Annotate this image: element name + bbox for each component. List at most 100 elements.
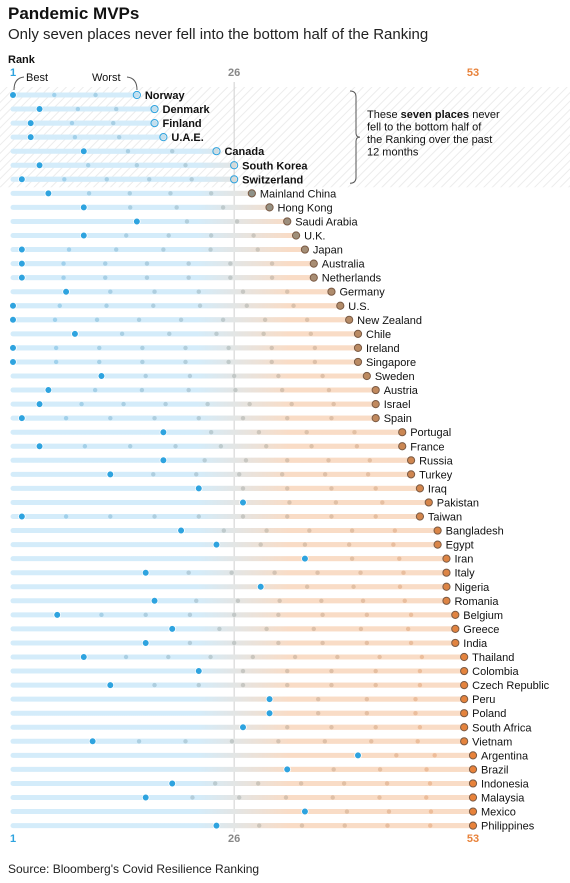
history-marker xyxy=(377,654,382,660)
history-marker xyxy=(283,795,289,800)
history-marker xyxy=(228,261,233,266)
country-row: Romania xyxy=(10,596,499,608)
best-rank-marker xyxy=(194,484,203,493)
history-marker xyxy=(125,149,131,154)
history-marker xyxy=(163,401,168,407)
history-marker xyxy=(394,753,399,758)
history-marker xyxy=(364,640,370,646)
history-marker xyxy=(397,556,402,561)
current-rank-marker xyxy=(132,90,141,100)
history-marker xyxy=(104,303,109,308)
country-row: Sweden xyxy=(10,371,415,383)
history-marker xyxy=(196,415,201,421)
history-marker xyxy=(304,317,310,322)
history-marker xyxy=(304,430,309,435)
best-rank-marker xyxy=(9,358,17,366)
history-marker xyxy=(329,415,334,421)
best-rank-marker xyxy=(354,751,362,760)
history-marker xyxy=(82,444,88,449)
country-label: Peru xyxy=(472,694,495,706)
annotation-line: the Ranking over the past xyxy=(367,134,492,146)
history-marker xyxy=(183,345,188,351)
country-label: Nigeria xyxy=(454,582,490,594)
best-rank-marker xyxy=(44,189,53,198)
history-marker xyxy=(373,486,378,491)
history-marker xyxy=(66,247,72,252)
history-marker xyxy=(208,430,214,435)
history-marker xyxy=(261,331,266,337)
history-marker xyxy=(255,781,261,786)
legend-worst: Worst xyxy=(92,72,121,84)
country-label: Turkey xyxy=(419,469,453,481)
history-marker xyxy=(151,472,156,477)
current-rank-marker xyxy=(442,582,451,591)
history-marker xyxy=(144,261,150,266)
history-marker xyxy=(346,542,352,547)
history-marker xyxy=(231,612,237,618)
history-marker xyxy=(315,570,320,575)
history-marker xyxy=(62,177,67,182)
best-rank-marker xyxy=(18,259,26,268)
country-row: Finland xyxy=(10,118,202,130)
country-label: Thailand xyxy=(472,652,514,664)
history-marker xyxy=(212,781,218,786)
country-label: Japan xyxy=(313,245,343,257)
best-rank-marker xyxy=(18,273,26,282)
history-marker xyxy=(309,444,314,449)
history-marker xyxy=(256,430,262,435)
history-marker xyxy=(167,331,172,337)
history-marker xyxy=(123,654,129,660)
history-marker xyxy=(287,500,292,505)
history-marker xyxy=(292,654,298,660)
history-marker xyxy=(333,500,339,505)
current-rank-marker xyxy=(300,245,310,254)
country-label: Saudi Arabia xyxy=(295,216,358,228)
best-rank-marker xyxy=(79,231,88,240)
country-row: Czech Republic xyxy=(10,680,550,692)
best-rank-marker xyxy=(265,709,274,717)
country-row: Ireland xyxy=(9,343,400,355)
country-row: France xyxy=(10,441,444,453)
best-rank-marker xyxy=(18,512,26,521)
country-row: Thailand xyxy=(10,652,514,664)
country-label: Hong Kong xyxy=(278,202,333,214)
history-marker xyxy=(312,345,318,351)
history-marker xyxy=(341,781,347,786)
history-marker xyxy=(94,317,100,322)
current-rank-marker xyxy=(362,371,371,381)
history-marker xyxy=(428,809,434,814)
history-marker xyxy=(57,303,62,308)
country-row: Turkey xyxy=(10,469,453,481)
current-rank-marker xyxy=(371,400,380,409)
country-label: U.S. xyxy=(348,301,369,313)
country-label: Pakistan xyxy=(437,497,479,509)
history-marker xyxy=(166,233,171,238)
country-label: Netherlands xyxy=(322,273,382,285)
history-marker xyxy=(92,387,98,393)
history-marker xyxy=(380,500,385,505)
history-marker xyxy=(349,556,355,561)
best-rank-marker xyxy=(301,554,309,563)
history-marker xyxy=(196,289,201,294)
history-marker xyxy=(186,261,191,266)
current-rank-marker xyxy=(336,301,345,310)
history-marker xyxy=(214,331,219,337)
history-marker xyxy=(61,275,66,280)
best-rank-marker xyxy=(26,119,35,127)
best-rank-marker xyxy=(35,161,44,170)
history-marker xyxy=(250,654,256,660)
best-rank-marker xyxy=(18,245,26,254)
history-marker xyxy=(233,387,238,393)
country-row: Argentina xyxy=(10,750,529,762)
best-rank-marker xyxy=(265,695,274,703)
current-rank-marker xyxy=(468,765,478,774)
history-marker xyxy=(402,598,407,603)
best-rank-marker xyxy=(35,442,44,451)
history-marker xyxy=(276,373,281,379)
current-rank-marker xyxy=(353,357,363,367)
history-marker xyxy=(351,584,356,589)
history-marker xyxy=(187,612,193,618)
current-rank-marker xyxy=(353,343,363,352)
country-row: South Africa xyxy=(10,722,532,734)
history-marker xyxy=(308,331,314,337)
